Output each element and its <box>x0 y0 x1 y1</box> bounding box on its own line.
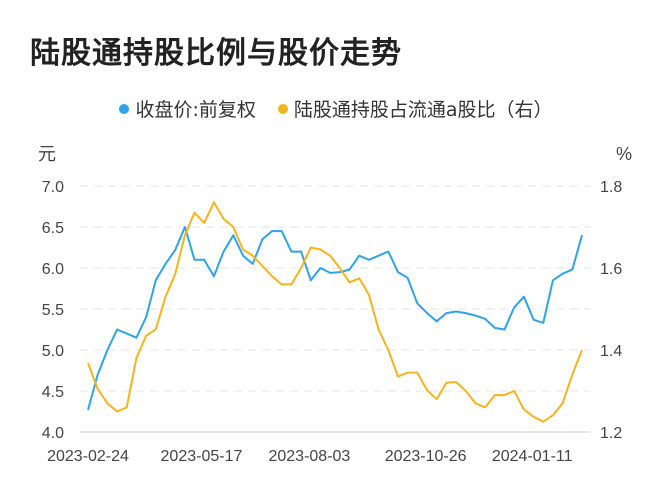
right-tick-label: 1.6 <box>600 261 622 278</box>
legend-dot-holding <box>277 103 288 114</box>
x-tick-label: 2023-05-17 <box>161 448 243 465</box>
right-tick-label: 1.8 <box>600 179 622 196</box>
x-tick-label: 2024-01-11 <box>492 448 573 465</box>
left-tick-label: 4.0 <box>42 425 64 442</box>
right-tick-label: 1.4 <box>600 343 622 360</box>
right-tick-label: 1.2 <box>600 425 622 442</box>
left-tick-label: 5.5 <box>42 302 64 319</box>
holding-ratio-line <box>87 201 583 423</box>
left-tick-label: 4.5 <box>42 384 64 401</box>
left-tick-label: 5.0 <box>42 343 64 360</box>
legend-label-price: 收盘价:前复权 <box>135 99 256 121</box>
legend-item-holding[interactable]: 陆股通持股占流通a股比（右） <box>277 95 553 122</box>
left-tick-label: 6.5 <box>42 220 64 237</box>
left-axis-unit: 元 <box>38 144 56 164</box>
x-tick-label: 2023-10-26 <box>385 448 467 465</box>
price-line <box>87 226 583 411</box>
left-tick-label: 6.0 <box>42 261 64 278</box>
x-tick-label: 2023-08-03 <box>268 448 350 465</box>
legend-dot-price <box>119 103 130 114</box>
legend-label-holding: 陆股通持股占流通a股比（右） <box>293 99 553 121</box>
left-tick-label: 7.0 <box>42 179 64 196</box>
legend: 收盘价:前复权 陆股通持股占流通a股比（右） <box>0 95 672 122</box>
legend-item-price[interactable]: 收盘价:前复权 <box>119 95 256 122</box>
chart-title: 陆股通持股比例与股价走势 <box>30 36 402 71</box>
right-axis-unit: % <box>616 144 632 164</box>
x-tick-label: 2023-02-24 <box>47 448 129 465</box>
